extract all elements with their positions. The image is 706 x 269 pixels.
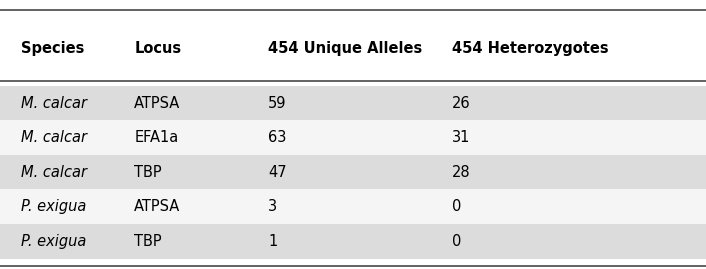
FancyBboxPatch shape bbox=[0, 155, 706, 190]
FancyBboxPatch shape bbox=[0, 86, 706, 121]
Text: Locus: Locus bbox=[134, 41, 181, 56]
Text: TBP: TBP bbox=[134, 165, 162, 180]
FancyBboxPatch shape bbox=[0, 224, 706, 259]
Text: 0: 0 bbox=[452, 199, 461, 214]
FancyBboxPatch shape bbox=[0, 120, 706, 155]
Text: 59: 59 bbox=[268, 96, 287, 111]
Text: ATPSA: ATPSA bbox=[134, 96, 181, 111]
Text: TBP: TBP bbox=[134, 234, 162, 249]
Text: 63: 63 bbox=[268, 130, 287, 145]
Text: 3: 3 bbox=[268, 199, 277, 214]
Text: 454 Unique Alleles: 454 Unique Alleles bbox=[268, 41, 422, 56]
Text: 47: 47 bbox=[268, 165, 287, 180]
Text: P. exigua: P. exigua bbox=[21, 234, 87, 249]
FancyBboxPatch shape bbox=[0, 189, 706, 224]
Text: 454 Heterozygotes: 454 Heterozygotes bbox=[452, 41, 609, 56]
Text: 28: 28 bbox=[452, 165, 470, 180]
Text: 0: 0 bbox=[452, 234, 461, 249]
Text: P. exigua: P. exigua bbox=[21, 199, 87, 214]
Text: 31: 31 bbox=[452, 130, 470, 145]
Text: ATPSA: ATPSA bbox=[134, 199, 181, 214]
Text: M. calcar: M. calcar bbox=[21, 130, 87, 145]
Text: 26: 26 bbox=[452, 96, 470, 111]
Text: EFA1a: EFA1a bbox=[134, 130, 179, 145]
Text: 1: 1 bbox=[268, 234, 277, 249]
Text: M. calcar: M. calcar bbox=[21, 96, 87, 111]
Text: Species: Species bbox=[21, 41, 85, 56]
Text: M. calcar: M. calcar bbox=[21, 165, 87, 180]
